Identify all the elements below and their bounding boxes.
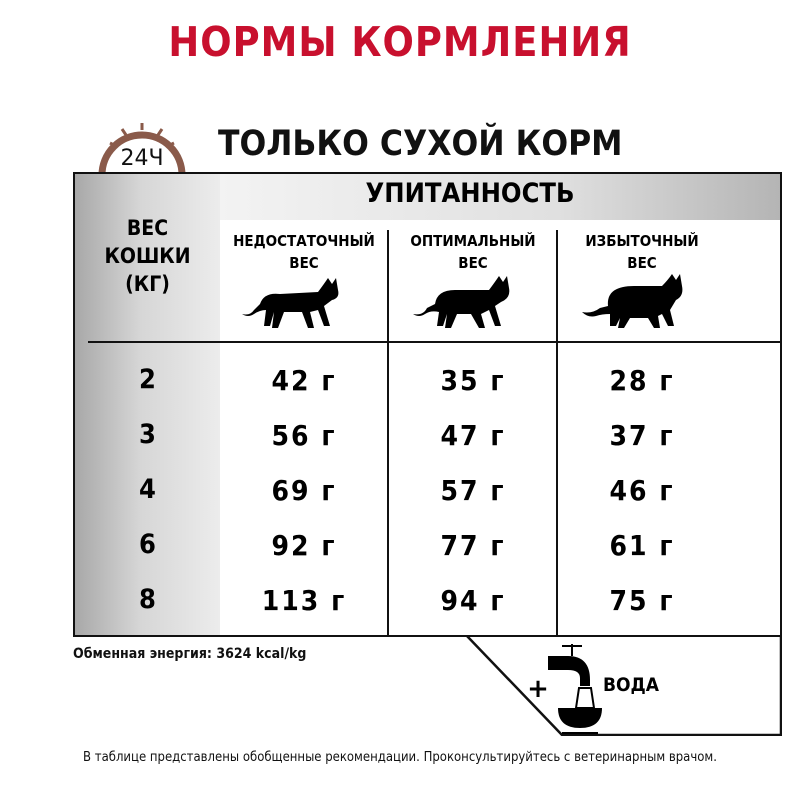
water-label: ВОДА	[603, 674, 660, 696]
column-header-line: ИЗБЫТОЧНЫЙ	[585, 232, 699, 250]
value-cell: 35 г	[440, 364, 506, 397]
value-cell: 92 г	[271, 529, 337, 562]
water-panel: +	[466, 636, 782, 736]
clock-label: 24Ч	[120, 146, 163, 171]
weight-cell: 2	[139, 364, 156, 395]
value-cell: 69 г	[271, 474, 337, 507]
column-header-optimal: ОПТИМАЛЬНЫЙ ВЕС	[389, 230, 557, 274]
group-header: УПИТАННОСТЬ	[365, 178, 575, 209]
value-cell: 47 г	[440, 419, 506, 452]
feeding-table: УПИТАННОСТЬ ВЕС КОШКИ (КГ) НЕДОСТАТОЧНЫЙ…	[73, 172, 782, 637]
value-cell: 75 г	[609, 584, 675, 617]
column-divider	[387, 230, 389, 635]
weight-cell: 3	[139, 419, 156, 450]
value-cell: 37 г	[609, 419, 675, 452]
plus-sign: +	[527, 674, 549, 704]
weight-column-bg	[75, 174, 220, 635]
column-divider	[556, 230, 558, 635]
weight-cell: 4	[139, 474, 156, 505]
normal-cat-icon	[413, 276, 510, 328]
column-header-line: ВЕС	[289, 254, 319, 272]
column-header-underweight: НЕДОСТАТОЧНЫЙ ВЕС	[220, 230, 388, 274]
column-header-overweight: ИЗБЫТОЧНЫЙ ВЕС	[558, 230, 726, 274]
value-cell: 94 г	[440, 584, 506, 617]
value-cell: 113 г	[261, 584, 347, 617]
value-cell: 61 г	[609, 529, 675, 562]
weight-header-line: ВЕС	[126, 216, 169, 240]
weight-header-line: (КГ)	[125, 272, 170, 296]
weight-header-line: КОШКИ	[104, 244, 191, 268]
value-cell: 42 г	[271, 364, 337, 397]
subtitle: ТОЛЬКО СУХОЙ КОРМ	[218, 124, 623, 164]
header-divider	[88, 341, 780, 343]
thin-cat-icon	[242, 278, 339, 328]
fat-cat-icon	[582, 274, 683, 328]
weight-cell: 6	[139, 529, 156, 560]
weight-cell: 8	[139, 584, 156, 615]
page-title: НОРМЫ КОРМЛЕНИЯ	[168, 18, 632, 66]
column-header-line: ОПТИМАЛЬНЫЙ	[410, 232, 536, 250]
water-tap-bowl-icon	[548, 644, 602, 734]
clock-24h-icon: 24Ч	[98, 123, 186, 176]
value-cell: 28 г	[609, 364, 675, 397]
column-header-line: ВЕС	[627, 254, 657, 272]
column-header-line: НЕДОСТАТОЧНЫЙ	[233, 232, 375, 250]
weight-header: ВЕС КОШКИ (КГ)	[75, 214, 220, 298]
value-cell: 56 г	[271, 419, 337, 452]
energy-note: Обменная энергия: 3624 kcal/kg	[73, 646, 307, 662]
header-band	[220, 174, 780, 220]
value-cell: 46 г	[609, 474, 675, 507]
footnote: В таблице представлены обобщенные рекоме…	[83, 750, 717, 765]
value-cell: 77 г	[440, 529, 506, 562]
value-cell: 57 г	[440, 474, 506, 507]
column-header-line: ВЕС	[458, 254, 488, 272]
